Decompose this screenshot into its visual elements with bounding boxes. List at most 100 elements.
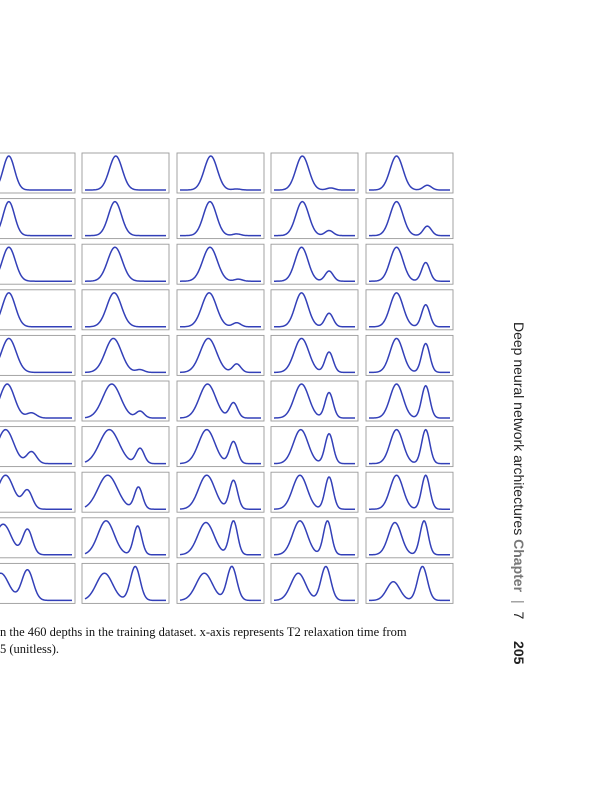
running-head-separator: | [511,599,527,604]
panel-frame [0,152,76,194]
panel-curve [0,200,72,237]
panel-curve [368,428,450,465]
panel-r5-c4 [270,334,359,376]
panel-r7-c1 [0,426,76,468]
panel-r3-c2 [81,243,170,285]
panel-curve [180,155,261,191]
panel-frame [176,380,265,422]
panel-curve [0,383,72,419]
figure-caption: n the 460 depths in the training dataset… [0,624,500,658]
panel-frame [81,471,170,513]
panel-r9-c3 [176,517,265,559]
panel-curve [84,428,166,465]
panel-frame [365,243,454,285]
panel-curve [368,383,450,419]
panel-r1-c3 [176,152,265,194]
panel-frame [81,562,170,604]
panel-r6-c5 [365,380,454,422]
panel-curve [84,474,166,510]
panel-frame [176,471,265,513]
panel-r8-c1 [0,471,76,513]
panel-frame [365,380,454,422]
panel-r10-c2 [81,562,170,604]
panel-curve [85,246,166,282]
panel-frame [270,198,359,240]
panel-frame [176,198,265,240]
panel-curve [273,292,355,328]
panel-curve [368,337,450,374]
panel-frame [176,517,265,559]
panel-r4-c3 [176,289,265,331]
panel-curve [179,292,261,328]
panel-curve [0,428,72,465]
panel-curve [368,474,450,510]
panel-r9-c2 [81,517,170,559]
panel-r1-c4 [270,152,359,194]
panel-frame [270,334,359,376]
panel-curve [0,337,72,374]
panel-curve [273,337,355,374]
panel-r4-c5 [365,289,454,331]
panel-r5-c2 [81,334,170,376]
panel-r10-c5 [365,562,454,604]
panel-curve [273,474,355,510]
panel-curve [0,155,72,191]
panel-r10-c1 [0,562,76,604]
panel-curve [274,155,355,191]
panel-r4-c4 [270,289,359,331]
panel-curve [179,565,261,602]
panel-curve [85,155,166,191]
panel-frame [270,152,359,194]
panel-frame [176,243,265,285]
panel-r6-c1 [0,380,76,422]
panel-r7-c5 [365,426,454,468]
panel-curve [273,428,355,465]
panel-frame [176,426,265,468]
panel-frame [270,289,359,331]
panel-r7-c4 [270,426,359,468]
panel-r10-c4 [270,562,359,604]
panel-r6-c2 [81,380,170,422]
panel-frame [176,562,265,604]
panel-r8-c2 [81,471,170,513]
panel-frame [270,562,359,604]
panel-r9-c4 [270,517,359,559]
panel-curve [368,292,450,328]
panel-r4-c1 [0,289,76,331]
panel-r8-c4 [270,471,359,513]
panel-r2-c3 [176,198,265,240]
panel-curve [0,569,72,602]
panel-frame [81,334,170,376]
panel-curve [179,383,261,419]
running-head-chapter-label: Chapter [511,539,527,593]
panel-frame [0,426,76,468]
running-head-chapter-number: 7 [511,611,527,620]
running-head-title: Deep neural network architectures [511,322,527,536]
panel-curve [273,246,355,282]
panel-curve [368,246,450,282]
panel-r3-c3 [176,243,265,285]
panel-curve [0,292,72,328]
panel-curve [368,155,450,191]
panel-r3-c1 [0,243,76,285]
panel-curve [84,337,166,374]
panel-frame [176,289,265,331]
panel-curve [368,520,450,556]
panel-r3-c4 [270,243,359,285]
panel-r9-c5 [365,517,454,559]
panel-r5-c1 [0,334,76,376]
panel-frame [365,289,454,331]
panel-curve [274,200,355,237]
panel-r9-c1 [0,517,76,559]
panel-frame [0,380,76,422]
panel-r8-c5 [365,471,454,513]
page-number: 205 [511,641,527,665]
panel-frame [81,152,170,194]
panel-r2-c4 [270,198,359,240]
panel-frame [81,198,170,240]
panel-frame [81,380,170,422]
panel-r2-c1 [0,198,76,240]
panel-frame [365,426,454,468]
panel-r2-c2 [81,198,170,240]
panel-frame [270,380,359,422]
